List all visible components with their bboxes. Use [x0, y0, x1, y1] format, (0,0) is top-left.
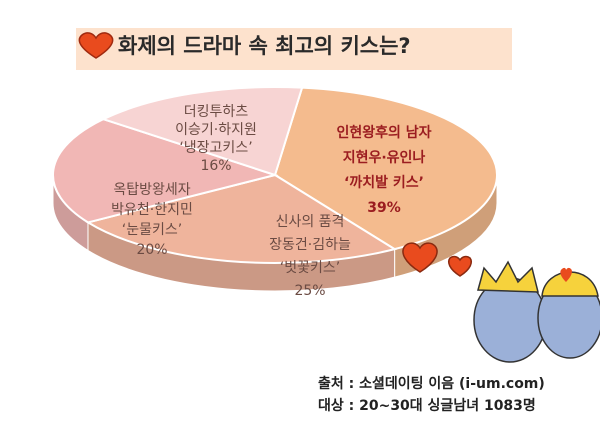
- heart-deco: [402, 242, 438, 273]
- slice: [52, 118, 279, 224]
- slice: [85, 173, 398, 264]
- source-note: 출처 : 소셜데이팅 이음 (i-um.com): [318, 375, 545, 392]
- slice-label: 이승기·하지원: [175, 122, 257, 138]
- value-label: 16%: [200, 158, 231, 174]
- slice-label: 장동건·김하늘: [269, 237, 351, 253]
- value-label: 25%: [294, 283, 325, 299]
- slice-label: 신사의 품격: [276, 214, 345, 230]
- sample-note: 대상 : 20~30대 싱글남녀 1083명: [318, 397, 536, 414]
- slice-label: 옥탑방왕세자: [113, 182, 190, 198]
- slice-label: ‘냉장고키스’: [179, 140, 252, 156]
- heart-deco: [448, 255, 472, 277]
- slice: [100, 86, 304, 177]
- slice-label: 박유천·한지민: [111, 202, 193, 218]
- value-label: 39%: [367, 200, 401, 216]
- value-label: 20%: [136, 242, 167, 258]
- slice-label: 지현우·유인나: [343, 149, 426, 166]
- slice-label: ‘까치발 키스’: [344, 174, 424, 191]
- slice-label: ‘벗꽃키스’: [280, 260, 340, 276]
- heart-icon: [78, 32, 114, 59]
- characters: [473, 260, 600, 363]
- slice-label: 인현왕후의 남자: [336, 124, 431, 141]
- chart-title: 화제의 드라마 속 최고의 키스는?: [118, 34, 411, 58]
- pie: [52, 86, 498, 292]
- title-band: [76, 28, 512, 70]
- slice-label: ‘눈물키스’: [122, 222, 182, 238]
- slice-label: 더킹투하츠: [184, 104, 249, 120]
